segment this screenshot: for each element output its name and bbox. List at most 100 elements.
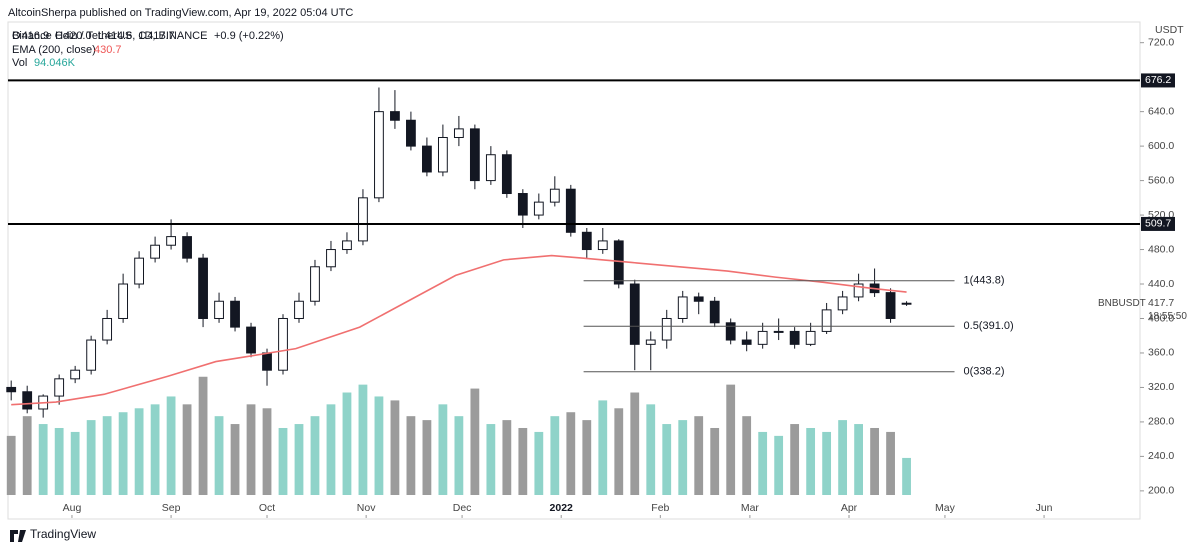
y-tick-label: 280.0 (1148, 416, 1174, 428)
candle-body (773, 330, 784, 333)
volume-bar (614, 408, 624, 495)
candle-body (901, 302, 912, 305)
candle-body (437, 136, 448, 173)
ohlc-value: 414.6 (105, 30, 133, 42)
volume-bar (278, 427, 288, 495)
candle-body (310, 266, 320, 302)
candle-body (278, 317, 288, 371)
candle-body (102, 317, 113, 341)
x-tick-label: Jun (1036, 502, 1053, 514)
volume-bar (54, 427, 64, 495)
candle-body (645, 339, 656, 345)
y-tick-label: 480.0 (1148, 243, 1174, 255)
ohlc-value: 416.9 (22, 30, 50, 42)
logo: TradingView (30, 527, 96, 541)
level-label: 676.2 (1145, 74, 1171, 86)
volume-bar (70, 431, 80, 495)
volume-bar (470, 388, 480, 495)
candle-body (390, 111, 400, 121)
candle-body (262, 352, 272, 371)
ohlc-key: C (138, 30, 146, 42)
candle-body (549, 188, 560, 203)
ohlc-value: 417.7 (147, 30, 175, 42)
candle-body (182, 236, 192, 259)
volume-bar (566, 412, 576, 495)
candle-body (54, 378, 65, 397)
candle-body (805, 330, 816, 345)
volume-bar (214, 416, 224, 495)
candle-body (789, 330, 800, 345)
x-tick-label: Sep (162, 502, 181, 514)
volume-bar (854, 424, 863, 495)
volume-bar (646, 404, 656, 495)
candle-body (358, 197, 368, 242)
candle-body (6, 386, 17, 393)
volume-bar (742, 416, 752, 495)
candle-body (485, 154, 496, 182)
plot-frame (7, 21, 1141, 520)
candle-body (853, 283, 864, 298)
candle-body (246, 326, 256, 354)
candle-body (885, 292, 896, 319)
candle-body (597, 240, 608, 251)
y-tick-label: 640.0 (1148, 105, 1174, 117)
candle-body (629, 283, 640, 345)
y-tick-label: 720.0 (1148, 36, 1174, 48)
candle-body (230, 300, 240, 328)
candle-body (118, 283, 129, 319)
candle-body (134, 257, 145, 285)
y-tick-label: 320.0 (1148, 381, 1174, 393)
volume-bar (710, 427, 720, 495)
volume-bar (822, 431, 832, 495)
x-tick-label: 2022 (550, 502, 574, 514)
y-tick-label: 560.0 (1148, 174, 1174, 186)
candle-body (661, 317, 672, 341)
volume-bar (806, 427, 816, 495)
volume-bar (678, 420, 688, 495)
y-tick-label: 360.0 (1148, 347, 1174, 359)
volume-bar (870, 427, 879, 495)
candle-body (757, 330, 768, 345)
candle-body (565, 188, 576, 233)
candle-body (294, 300, 304, 319)
volume-bar (6, 435, 16, 495)
candle-body (70, 369, 81, 380)
volume-bar (102, 416, 112, 495)
volume-bar (86, 420, 96, 495)
x-tick-label: Nov (357, 502, 376, 514)
candle-body (422, 145, 432, 173)
volume-bar (134, 408, 144, 495)
x-tick-label: Apr (841, 502, 858, 514)
volume-bar (422, 420, 432, 495)
volume-bar (774, 435, 784, 495)
y-tick-label: 440.0 (1148, 278, 1174, 290)
volume-bar (342, 392, 352, 495)
fib-label: 0(338.2) (964, 366, 1005, 378)
x-tick-label: Aug (63, 502, 82, 514)
candle-body (517, 193, 528, 216)
volume-bar (582, 420, 592, 495)
candle-body (166, 236, 176, 246)
volume-bar (326, 404, 336, 495)
volume-bar (486, 424, 496, 495)
candle-body (453, 128, 464, 138)
ohlc-key: H (55, 30, 63, 42)
x-tick-label: Mar (741, 502, 760, 514)
volume-bar (694, 416, 704, 495)
x-tick-label: May (935, 502, 956, 514)
candle-body (469, 128, 480, 182)
logo-mark (10, 530, 26, 542)
volume-bar (118, 412, 128, 495)
y-tick-label: 400.0 (1148, 312, 1174, 324)
volume-bar (406, 416, 416, 495)
last-price: 417.7 (1148, 297, 1174, 309)
vol-label: Vol (12, 57, 27, 69)
ema-label: EMA (200, close) (12, 44, 96, 56)
x-tick-label: Oct (259, 502, 275, 514)
candle-body (725, 322, 736, 341)
x-tick-label: Dec (453, 502, 472, 514)
volume-bar (454, 416, 464, 495)
legend-symbol: Binance Coin / TetherUS, 1D, BINANCE (12, 30, 207, 42)
ohlc-key: L (98, 30, 104, 42)
